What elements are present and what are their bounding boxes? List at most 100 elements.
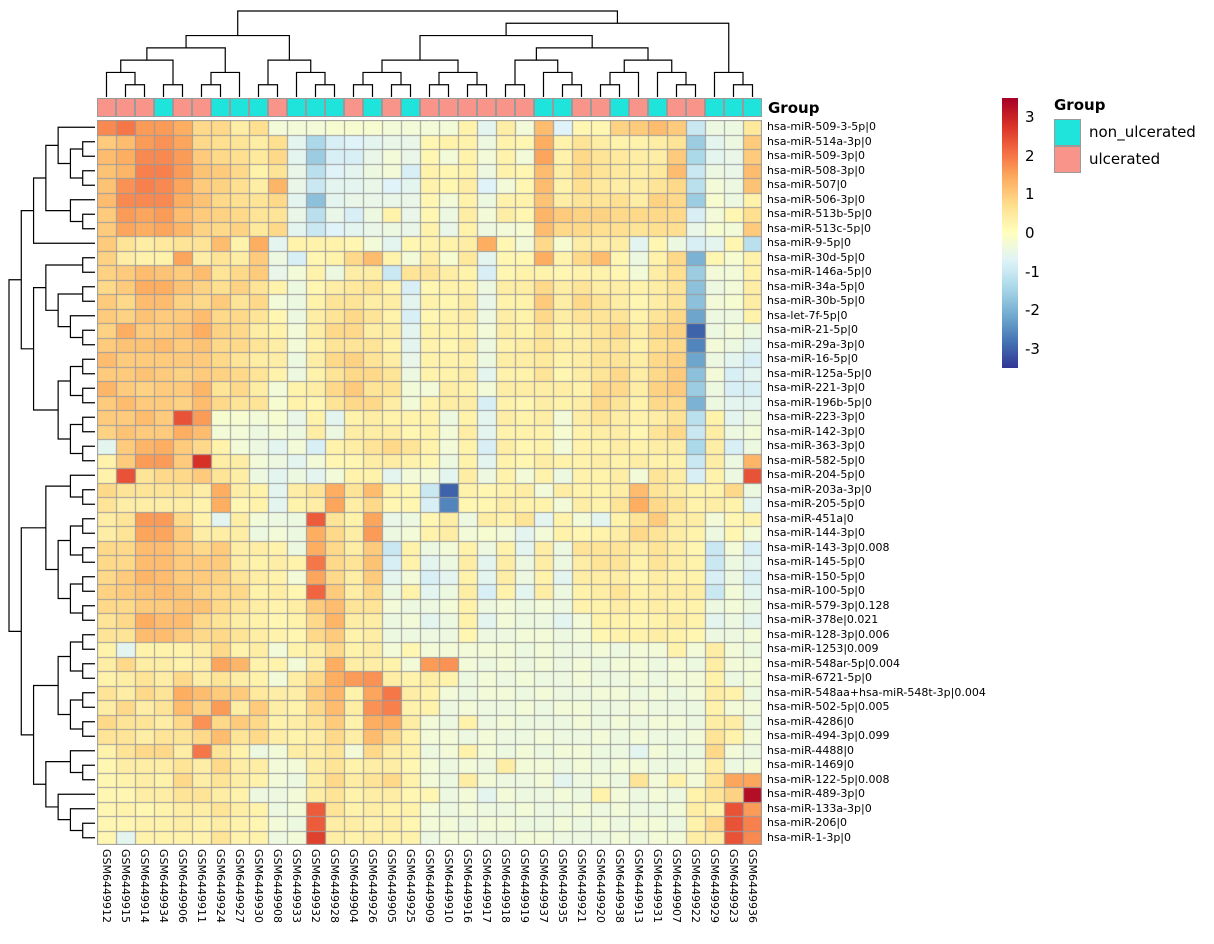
colorbar-tick-labels: 3 2 1 0 -1 -2 -3: [1025, 98, 1065, 368]
column-label: GSM6449925: [404, 849, 417, 923]
column-label: GSM6449931: [651, 849, 664, 923]
column-labels: GSM6449912 GSM6449915 GSM6449914 GSM6449934…: [97, 849, 762, 944]
row-label: hsa-miR-1469|0: [767, 758, 855, 771]
column-label: GSM6449933: [290, 849, 303, 923]
row-label: hsa-miR-145-5p|0: [767, 555, 866, 568]
column-label: GSM6449936: [746, 849, 759, 923]
annotation-cell-non_ulcerated: [401, 98, 420, 117]
row-labels: hsa-miR-509-3-5p|0 hsa-miR-514a-3p|0 hsa-m…: [767, 120, 1067, 845]
column-label: GSM6449918: [499, 849, 512, 923]
column-label: GSM6449917: [480, 849, 493, 923]
row-label: hsa-miR-513c-5p|0: [767, 221, 872, 235]
row-label: hsa-miR-506-3p|0: [767, 192, 866, 206]
annotation-cell-ulcerated: [515, 98, 534, 117]
column-label: GSM6449908: [271, 849, 284, 923]
row-label: hsa-miR-30d-5p|0: [767, 250, 865, 264]
row-label: hsa-miR-451a|0: [767, 511, 854, 525]
annotation-cell-ulcerated: [629, 98, 648, 117]
annotation-cell-non_ulcerated: [648, 98, 667, 117]
row-label: hsa-miR-494-3p|0.099: [767, 729, 890, 742]
colorbar-tick: 0: [1025, 224, 1035, 242]
column-label: GSM6449907: [670, 849, 683, 923]
column-label: GSM6449921: [575, 849, 588, 923]
column-label: GSM6449909: [423, 849, 436, 923]
column-label: GSM6449916: [461, 849, 474, 923]
column-label: GSM6449905: [385, 849, 398, 923]
legend-label: ulcerated: [1089, 150, 1161, 168]
row-label: hsa-miR-582-5p|0: [767, 453, 866, 467]
row-label: hsa-miR-206|0: [767, 816, 848, 829]
row-label: hsa-miR-196b-5p|0: [767, 395, 872, 409]
annotation-cell-non_ulcerated: [553, 98, 572, 117]
row-label: hsa-miR-29a-3p|0: [767, 337, 865, 351]
row-label: hsa-miR-1253|0.009: [767, 642, 879, 655]
annotation-cell-ulcerated: [173, 98, 192, 117]
row-label: hsa-miR-6721-5p|0: [767, 671, 872, 684]
column-label: GSM6449911: [195, 849, 208, 923]
column-label: GSM6449919: [518, 849, 531, 923]
colorbar-tick: -1: [1025, 262, 1040, 281]
row-label: hsa-miR-122-5p|0.008: [767, 772, 890, 786]
row-label: hsa-miR-203a-3p|0: [767, 482, 872, 496]
row-label: hsa-miR-34a-5p|0: [767, 279, 865, 293]
annotation-cell-ulcerated: [477, 98, 496, 117]
row-label: hsa-miR-363-3p|0: [767, 439, 866, 452]
row-label: hsa-miR-221-3p|0: [767, 381, 866, 394]
annotation-cell-ulcerated: [382, 98, 401, 117]
row-label: hsa-miR-4488|0: [767, 743, 855, 757]
annotation-cell-non_ulcerated: [705, 98, 724, 117]
annotation-cell-non_ulcerated: [743, 98, 762, 117]
annotation-cell-ulcerated: [268, 98, 287, 117]
column-label: GSM6449915: [119, 849, 132, 923]
annotation-cell-non_ulcerated: [325, 98, 344, 117]
row-label: hsa-miR-223-3p|0: [767, 410, 866, 423]
row-label: hsa-miR-30b-5p|0: [767, 294, 865, 307]
row-label: hsa-miR-4286|0: [767, 714, 855, 728]
row-label: hsa-miR-16-5p|0: [767, 352, 859, 365]
column-label: GSM6449920: [594, 849, 607, 923]
column-label: GSM6449938: [613, 849, 626, 923]
column-label: GSM6449924: [214, 849, 227, 923]
colorbar-tick: 1: [1025, 185, 1035, 204]
row-label: hsa-miR-100-5p|0: [767, 584, 866, 597]
annotation-cell-ulcerated: [439, 98, 458, 117]
column-label: GSM6449904: [347, 849, 360, 923]
column-label: GSM6449923: [727, 849, 740, 923]
row-label: hsa-miR-144-3p|0: [767, 526, 866, 539]
annotation-cell-non_ulcerated: [287, 98, 306, 117]
colorbar-tick: -3: [1025, 339, 1040, 358]
row-label: hsa-miR-509-3p|0: [767, 149, 866, 162]
legend-entry: ulcerated: [1054, 146, 1214, 173]
column-label: GSM6449930: [252, 849, 265, 923]
annotation-cell-non_ulcerated: [610, 98, 629, 117]
column-label: GSM6449937: [537, 849, 550, 923]
row-label: hsa-miR-150-5p|0: [767, 569, 866, 583]
legend-title: Group: [1054, 96, 1106, 114]
row-label: hsa-miR-509-3-5p|0: [767, 120, 876, 133]
row-label: hsa-miR-125a-5p|0: [767, 366, 872, 380]
row-label: hsa-miR-133a-3p|0: [767, 801, 872, 815]
column-label: GSM6449906: [176, 849, 189, 923]
annotation-cell-ulcerated: [667, 98, 686, 117]
row-label: hsa-miR-378e|0.021: [767, 613, 879, 626]
legend-label: non_ulcerated: [1089, 123, 1196, 141]
annotation-cell-non_ulcerated: [306, 98, 325, 117]
annotation-cell-ulcerated: [591, 98, 610, 117]
annotation-cell-ulcerated: [420, 98, 439, 117]
row-label: hsa-miR-513b-5p|0: [767, 207, 872, 220]
group-legend: Group non_ulcerated ulcerated: [1054, 96, 1214, 173]
column-label: GSM6449926: [366, 849, 379, 923]
column-label: GSM6449935: [556, 849, 569, 923]
row-label: hsa-miR-142-3p|0: [767, 424, 866, 438]
column-label: GSM6449913: [632, 849, 645, 923]
column-label: GSM6449932: [309, 849, 322, 923]
colorbar-tick: 2: [1025, 146, 1035, 165]
annotation-cell-non_ulcerated: [534, 98, 553, 117]
row-label: hsa-miR-514a-3p|0: [767, 134, 872, 148]
column-label: GSM6449922: [689, 849, 702, 923]
row-label: hsa-miR-548aa+hsa-miR-548t-3p|0.004: [767, 685, 986, 699]
row-label: hsa-miR-143-3p|0.008: [767, 540, 890, 554]
row-label: hsa-miR-204-5p|0: [767, 468, 866, 481]
annotation-cell-ulcerated: [686, 98, 705, 117]
